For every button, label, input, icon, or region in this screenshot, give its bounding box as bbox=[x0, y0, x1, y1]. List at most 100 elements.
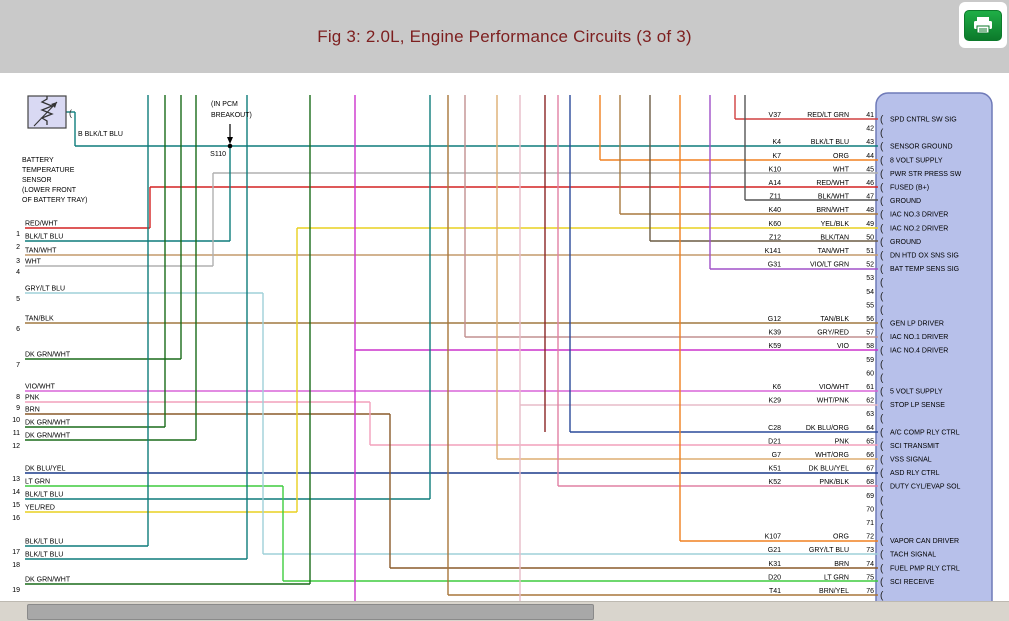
svg-text:71: 71 bbox=[866, 520, 874, 527]
horizontal-scrollbar[interactable] bbox=[0, 601, 1009, 621]
pcm-pin-row: (62 K29 WHT/PNK STOP LP SENSE bbox=[769, 398, 946, 412]
svg-text:5 VOLT SUPPLY: 5 VOLT SUPPLY bbox=[890, 389, 943, 396]
svg-text:65: 65 bbox=[866, 438, 874, 445]
svg-text:VIO: VIO bbox=[837, 343, 850, 350]
svg-text:G31: G31 bbox=[768, 262, 781, 269]
svg-text:A14: A14 bbox=[769, 180, 782, 187]
left-wire-row: 2 BLK/LT BLU bbox=[16, 234, 63, 252]
svg-text:GEN LP DRIVER: GEN LP DRIVER bbox=[890, 321, 944, 328]
pcm-pin-row: (66 G7 WHT/ORG VSS SIGNAL bbox=[772, 452, 932, 466]
svg-text:61: 61 bbox=[866, 384, 874, 391]
svg-text:8 VOLT SUPPLY: 8 VOLT SUPPLY bbox=[890, 157, 943, 164]
svg-text:(: ( bbox=[880, 210, 884, 221]
svg-text:D20: D20 bbox=[768, 574, 781, 581]
svg-text:50: 50 bbox=[866, 234, 874, 241]
svg-text:VIO/LT GRN: VIO/LT GRN bbox=[810, 262, 849, 269]
svg-text:63: 63 bbox=[866, 411, 874, 418]
svg-text:44: 44 bbox=[866, 153, 874, 160]
svg-text:(: ( bbox=[880, 237, 884, 248]
svg-text:(: ( bbox=[880, 468, 884, 479]
svg-text:DUTY CYL/EVAP SOL: DUTY CYL/EVAP SOL bbox=[890, 484, 961, 491]
svg-text:19: 19 bbox=[12, 587, 20, 594]
svg-text:52: 52 bbox=[866, 262, 874, 269]
svg-text:PNK: PNK bbox=[835, 438, 850, 445]
svg-text:WHT/ORG: WHT/ORG bbox=[815, 452, 849, 459]
left-wire-row: 9 PNK bbox=[16, 395, 40, 413]
svg-text:DK GRN/WHT: DK GRN/WHT bbox=[25, 577, 71, 584]
svg-text:10: 10 bbox=[12, 417, 20, 424]
svg-text:BLK/LT BLU: BLK/LT BLU bbox=[25, 552, 63, 559]
svg-text:ORG: ORG bbox=[833, 153, 849, 160]
svg-text:(: ( bbox=[880, 196, 884, 207]
pcm-pin-row: (41 V37 RED/LT GRN SPD CNTRL SW SIG bbox=[769, 112, 957, 126]
svg-text:YEL/BLK: YEL/BLK bbox=[821, 221, 850, 228]
down-arrow-icon bbox=[227, 137, 233, 144]
pcm-pin-row: (50 Z12 BLK/TAN GROUND bbox=[769, 234, 921, 248]
svg-text:(: ( bbox=[880, 427, 884, 438]
svg-text:(: ( bbox=[880, 251, 884, 262]
svg-text:7: 7 bbox=[16, 362, 20, 369]
svg-text:(: ( bbox=[880, 319, 884, 330]
svg-text:PNK: PNK bbox=[25, 395, 40, 402]
pcm-pin-row: (57 K39 GRY/RED IAC NO.1 DRIVER bbox=[769, 330, 949, 344]
svg-text:T41: T41 bbox=[769, 588, 781, 595]
svg-text:RED/WHT: RED/WHT bbox=[25, 221, 58, 228]
svg-text:(: ( bbox=[880, 414, 884, 425]
svg-text:K31: K31 bbox=[769, 561, 782, 568]
svg-text:DK BLU/YEL: DK BLU/YEL bbox=[809, 466, 850, 473]
svg-text:TAN/WHT: TAN/WHT bbox=[818, 248, 850, 255]
svg-text:59: 59 bbox=[866, 357, 874, 364]
pcm-pin-row: (73 G21 GRY/LT BLU TACH SIGNAL bbox=[768, 547, 936, 561]
svg-text:VIO/WHT: VIO/WHT bbox=[25, 384, 56, 391]
pcm-pin-row: (43 K4 BLK/LT BLU SENSOR GROUND bbox=[772, 139, 952, 153]
svg-text:(: ( bbox=[880, 591, 884, 602]
svg-text:GROUND: GROUND bbox=[890, 239, 921, 246]
svg-text:SCI RECEIVE: SCI RECEIVE bbox=[890, 579, 935, 586]
svg-text:9: 9 bbox=[16, 405, 20, 412]
svg-text:43: 43 bbox=[866, 139, 874, 146]
svg-text:(: ( bbox=[880, 441, 884, 452]
svg-text:12: 12 bbox=[12, 443, 20, 450]
svg-text:C28: C28 bbox=[768, 425, 781, 432]
svg-text:3: 3 bbox=[16, 258, 20, 265]
svg-text:YEL/RED: YEL/RED bbox=[25, 505, 55, 512]
svg-text:LT GRN: LT GRN bbox=[25, 479, 50, 486]
left-wire-row: 3 TAN/WHT bbox=[16, 248, 57, 266]
pcm-pin-row: (74 K31 BRN FUEL PMP RLY CTRL bbox=[769, 561, 960, 575]
svg-text:BAT TEMP SENS SIG: BAT TEMP SENS SIG bbox=[890, 266, 959, 273]
svg-text:DK BLU/YEL: DK BLU/YEL bbox=[25, 466, 66, 473]
print-button[interactable] bbox=[964, 9, 1002, 41]
wire-segments bbox=[25, 95, 878, 601]
svg-text:6: 6 bbox=[16, 326, 20, 333]
svg-text:46: 46 bbox=[866, 180, 874, 187]
svg-text:(: ( bbox=[880, 291, 884, 302]
scrollbar-thumb[interactable] bbox=[27, 604, 594, 620]
svg-text:(: ( bbox=[880, 495, 884, 506]
svg-text:BRN/WHT: BRN/WHT bbox=[816, 207, 849, 214]
pcm-pin-row: (76 T41 BRN/YEL bbox=[769, 588, 884, 602]
svg-text:WHT: WHT bbox=[833, 166, 850, 173]
left-wire-row: 6 TAN/BLK bbox=[16, 316, 54, 334]
svg-text:G12: G12 bbox=[768, 316, 781, 323]
svg-text:(: ( bbox=[880, 509, 884, 520]
pcm-pin-row: (61 K6 VIO/WHT 5 VOLT SUPPLY bbox=[772, 384, 942, 398]
svg-text:42: 42 bbox=[866, 126, 874, 133]
pcm-pin-row: (56 G12 TAN/BLK GEN LP DRIVER bbox=[768, 316, 944, 330]
svg-text:K10: K10 bbox=[769, 166, 782, 173]
svg-text:60: 60 bbox=[866, 370, 874, 377]
pcm-pin-row: (59 bbox=[866, 357, 884, 371]
svg-text:17: 17 bbox=[12, 549, 20, 556]
svg-text:(: ( bbox=[880, 115, 884, 126]
svg-text:55: 55 bbox=[866, 302, 874, 309]
svg-text:(: ( bbox=[880, 183, 884, 194]
svg-text:SCI TRANSMIT: SCI TRANSMIT bbox=[890, 443, 940, 450]
left-wire-row: 1 RED/WHT bbox=[16, 221, 58, 239]
pcm-pin-row: (72 K107 ORG VAPOR CAN DRIVER bbox=[765, 534, 959, 548]
left-wire-row: 7 DK GRN/WHT bbox=[16, 352, 71, 370]
svg-text:(: ( bbox=[880, 550, 884, 561]
svg-text:VIO/WHT: VIO/WHT bbox=[819, 384, 850, 391]
svg-text:DK GRN/WHT: DK GRN/WHT bbox=[25, 420, 71, 427]
sensor-terminal-label: B BLK/LT BLU bbox=[78, 131, 123, 138]
left-wire-row: 18 BLK/LT BLU bbox=[12, 552, 63, 570]
svg-text:14: 14 bbox=[12, 489, 20, 496]
